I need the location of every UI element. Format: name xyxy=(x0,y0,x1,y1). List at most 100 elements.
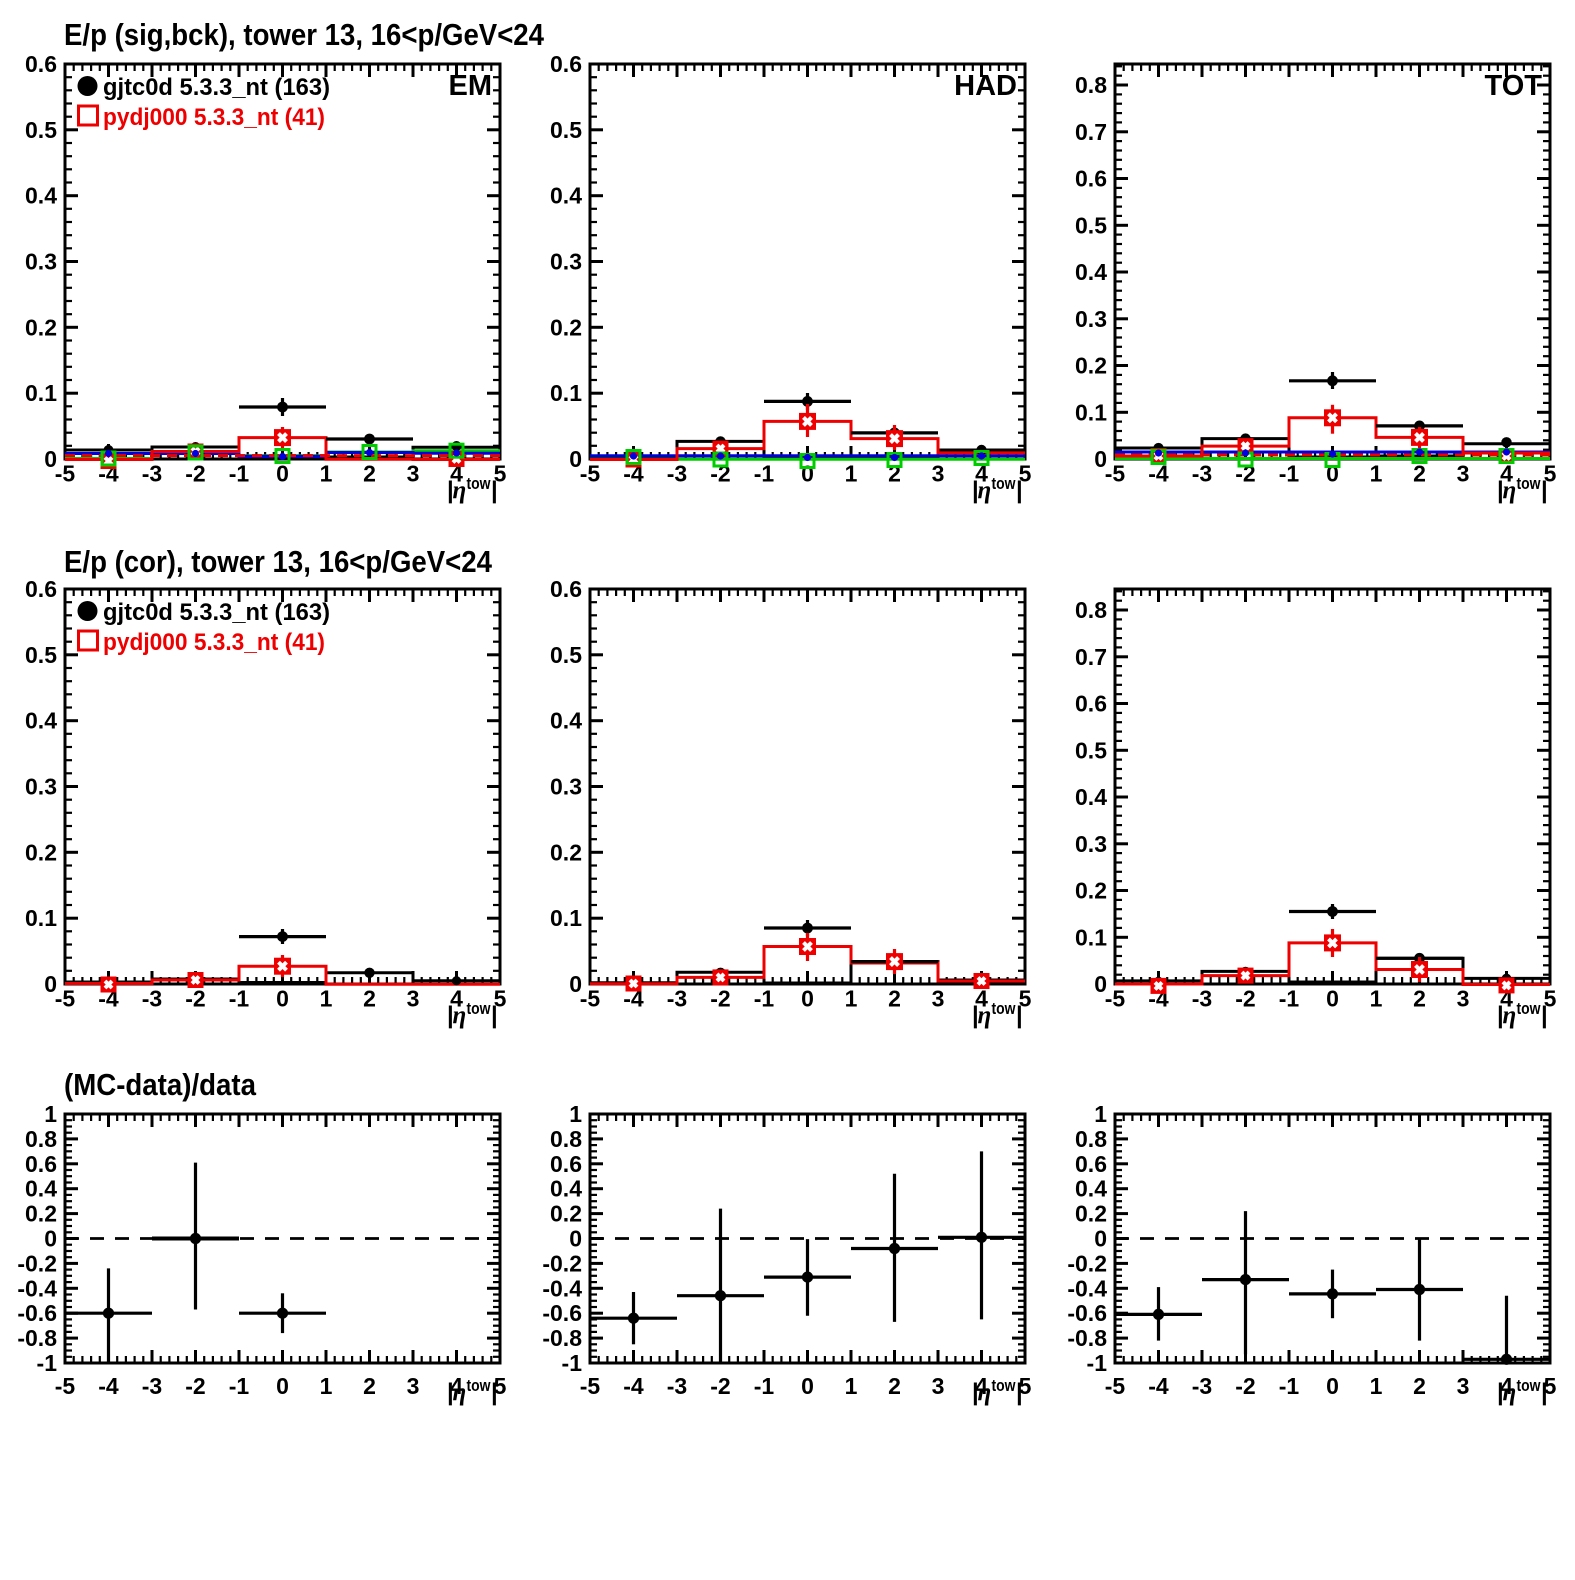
svg-text:HAD: HAD xyxy=(954,70,1017,102)
svg-text:-4: -4 xyxy=(623,986,644,1012)
svg-text:0.3: 0.3 xyxy=(550,249,582,275)
svg-text:-2: -2 xyxy=(710,986,730,1012)
svg-text:η: η xyxy=(453,1002,467,1029)
svg-text:0.1: 0.1 xyxy=(25,905,57,931)
svg-text:0.4: 0.4 xyxy=(550,1176,582,1202)
svg-text:2: 2 xyxy=(1413,461,1426,487)
svg-text:TOT: TOT xyxy=(1485,70,1543,102)
svg-text:-1: -1 xyxy=(754,461,775,487)
svg-text:1: 1 xyxy=(845,986,858,1012)
svg-text:0.2: 0.2 xyxy=(25,1201,57,1227)
svg-text:4: 4 xyxy=(450,1373,463,1399)
svg-text:|: | xyxy=(1016,1002,1023,1029)
svg-text:0.4: 0.4 xyxy=(1075,259,1107,285)
svg-text:-0.2: -0.2 xyxy=(1067,1250,1107,1276)
svg-text:tow: tow xyxy=(467,475,491,493)
svg-text:3: 3 xyxy=(1457,461,1470,487)
svg-text:-0.8: -0.8 xyxy=(1067,1325,1107,1351)
svg-text:|: | xyxy=(972,1379,979,1406)
svg-text:-4: -4 xyxy=(623,1373,644,1399)
svg-text:0: 0 xyxy=(1326,461,1339,487)
svg-text:0.4: 0.4 xyxy=(25,183,57,209)
svg-text:0.6: 0.6 xyxy=(1075,691,1107,717)
svg-text:3: 3 xyxy=(407,1373,420,1399)
svg-text:|: | xyxy=(972,477,979,504)
svg-text:0: 0 xyxy=(1094,971,1107,997)
svg-text:|: | xyxy=(1497,1002,1504,1029)
svg-text:1: 1 xyxy=(1094,1101,1107,1127)
svg-text:E/p (sig,bck), tower 13, 16<p/: E/p (sig,bck), tower 13, 16<p/GeV<24 xyxy=(64,17,545,52)
svg-text:2: 2 xyxy=(888,986,901,1012)
svg-text:0.4: 0.4 xyxy=(1075,784,1107,810)
svg-text:-0.4: -0.4 xyxy=(542,1275,582,1301)
svg-text:0.2: 0.2 xyxy=(550,1201,582,1227)
svg-text:-1: -1 xyxy=(754,986,775,1012)
svg-text:0.6: 0.6 xyxy=(550,576,582,602)
svg-text:-0.6: -0.6 xyxy=(17,1300,57,1326)
svg-text:5: 5 xyxy=(1019,986,1032,1012)
svg-text:(MC-data)/data: (MC-data)/data xyxy=(64,1067,257,1102)
svg-text:0.6: 0.6 xyxy=(1075,166,1107,192)
svg-text:-0.6: -0.6 xyxy=(1067,1300,1107,1326)
svg-text:2: 2 xyxy=(1413,986,1426,1012)
svg-text:1: 1 xyxy=(320,1373,333,1399)
svg-text:0.4: 0.4 xyxy=(550,708,582,734)
svg-text:|: | xyxy=(1497,477,1504,504)
svg-text:4: 4 xyxy=(450,986,463,1012)
svg-text:-0.6: -0.6 xyxy=(542,1300,582,1326)
svg-text:-5: -5 xyxy=(580,986,601,1012)
svg-text:-0.2: -0.2 xyxy=(17,1250,57,1276)
svg-text:0: 0 xyxy=(569,446,582,472)
svg-text:η: η xyxy=(978,477,992,504)
svg-text:-5: -5 xyxy=(55,461,76,487)
svg-text:-3: -3 xyxy=(667,461,687,487)
svg-text:0: 0 xyxy=(1326,986,1339,1012)
svg-text:0: 0 xyxy=(1326,1373,1339,1399)
svg-text:0.2: 0.2 xyxy=(1075,1201,1107,1227)
svg-text:5: 5 xyxy=(1544,461,1557,487)
svg-text:0.3: 0.3 xyxy=(1075,831,1107,857)
svg-text:0.6: 0.6 xyxy=(550,51,582,77)
svg-text:1: 1 xyxy=(569,1101,582,1127)
svg-text:2: 2 xyxy=(888,1373,901,1399)
svg-text:5: 5 xyxy=(1544,986,1557,1012)
svg-text:1: 1 xyxy=(1370,1373,1383,1399)
svg-text:-1: -1 xyxy=(229,1373,250,1399)
svg-text:-4: -4 xyxy=(1148,461,1169,487)
svg-text:-1: -1 xyxy=(229,986,250,1012)
svg-text:-3: -3 xyxy=(142,986,162,1012)
svg-text:0.2: 0.2 xyxy=(550,314,582,340)
svg-text:-0.8: -0.8 xyxy=(542,1325,582,1351)
svg-text:-5: -5 xyxy=(1105,1373,1126,1399)
svg-text:4: 4 xyxy=(1500,461,1513,487)
svg-text:-5: -5 xyxy=(55,1373,76,1399)
svg-text:|: | xyxy=(1541,1002,1548,1029)
svg-text:3: 3 xyxy=(407,461,420,487)
svg-text:3: 3 xyxy=(932,986,945,1012)
svg-text:gjtc0d 5.3.3_nt (163): gjtc0d 5.3.3_nt (163) xyxy=(103,599,330,626)
svg-text:-3: -3 xyxy=(142,461,162,487)
svg-text:tow: tow xyxy=(467,1000,491,1018)
svg-text:|: | xyxy=(491,1002,498,1029)
svg-text:E/p (cor), tower 13, 16<p/GeV<: E/p (cor), tower 13, 16<p/GeV<24 xyxy=(64,544,493,579)
svg-text:0.2: 0.2 xyxy=(25,839,57,865)
svg-text:0.1: 0.1 xyxy=(550,380,582,406)
svg-text:0: 0 xyxy=(1094,1226,1107,1252)
svg-text:2: 2 xyxy=(888,461,901,487)
svg-text:0: 0 xyxy=(44,1226,57,1252)
svg-text:-2: -2 xyxy=(185,461,205,487)
svg-text:-0.4: -0.4 xyxy=(17,1275,57,1301)
svg-text:-3: -3 xyxy=(142,1373,162,1399)
svg-text:4: 4 xyxy=(1500,1373,1513,1399)
svg-text:|: | xyxy=(1016,477,1023,504)
svg-text:0.6: 0.6 xyxy=(25,51,57,77)
svg-text:1: 1 xyxy=(845,1373,858,1399)
svg-text:0.1: 0.1 xyxy=(1075,924,1107,950)
svg-text:4: 4 xyxy=(975,986,988,1012)
svg-text:η: η xyxy=(453,477,467,504)
svg-text:0.6: 0.6 xyxy=(25,1151,57,1177)
svg-text:-1: -1 xyxy=(1279,461,1300,487)
svg-text:0.2: 0.2 xyxy=(550,839,582,865)
svg-text:η: η xyxy=(1503,1379,1517,1406)
svg-text:1: 1 xyxy=(320,986,333,1012)
